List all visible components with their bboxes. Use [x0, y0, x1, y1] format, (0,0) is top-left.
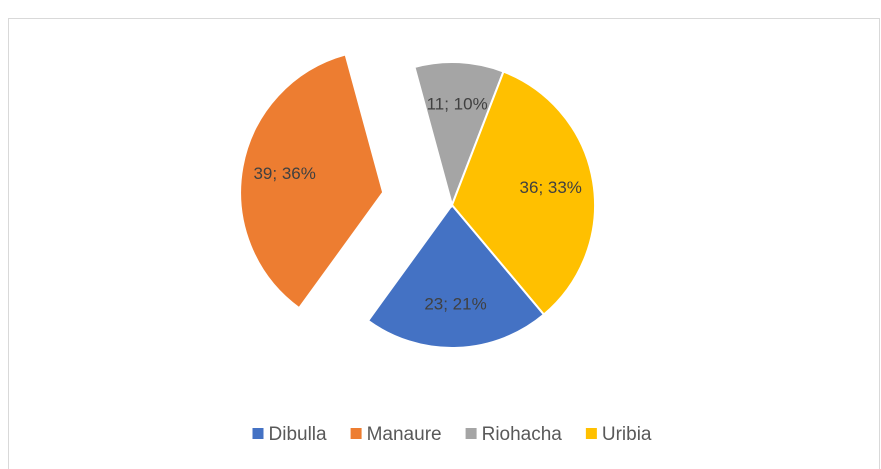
legend-label: Uribia	[602, 424, 652, 445]
legend: Dibulla Manaure Riohacha Uribia	[252, 424, 652, 445]
data-label: 39; 36%	[253, 164, 315, 183]
legend-marker	[585, 428, 597, 439]
legend-label: Dibulla	[269, 424, 328, 445]
pie: 23; 21% 39; 36% 11; 10% 36; 33%	[239, 53, 596, 349]
legend-marker	[252, 428, 264, 439]
legend-marker	[350, 428, 362, 439]
pie-slice	[239, 53, 385, 310]
data-label: 23; 21%	[424, 295, 486, 314]
pie-slice	[413, 61, 505, 209]
data-label: 11; 10%	[427, 95, 488, 114]
pie-slice	[450, 70, 596, 316]
legend-label: Manaure	[367, 424, 442, 445]
data-label: 36; 33%	[520, 178, 582, 197]
legend-label: Riohacha	[482, 424, 563, 445]
pie-slice	[366, 203, 546, 349]
legend-marker	[465, 428, 477, 439]
